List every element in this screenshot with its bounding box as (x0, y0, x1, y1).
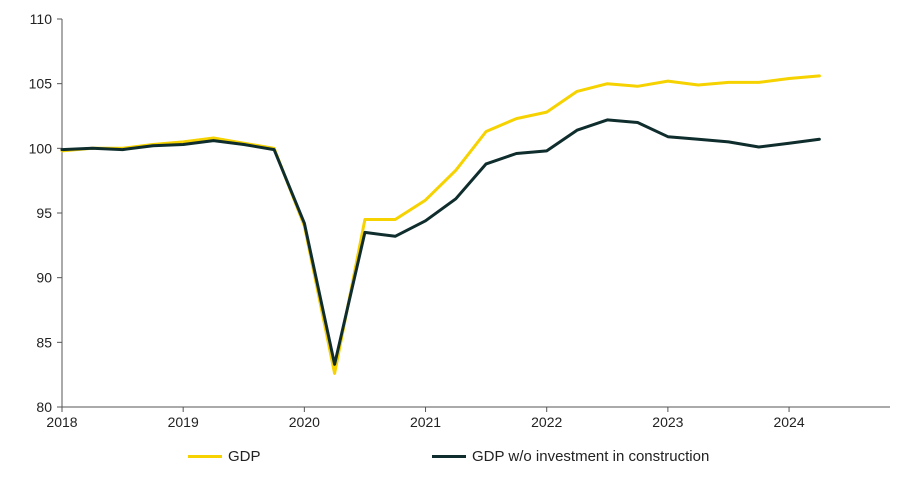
x-tick-label: 2019 (168, 414, 199, 430)
y-tick-label: 80 (36, 399, 52, 415)
legend-swatch-gdp-wo-construction (432, 455, 466, 458)
legend-swatch-gdp (188, 455, 222, 458)
legend-item-gdp: GDP (188, 448, 261, 465)
x-axis: 2018 2019 2020 2021 2022 2023 2024 (46, 406, 890, 430)
y-tick-label: 100 (29, 140, 53, 156)
legend: GDP GDP w/o investment in construction (0, 448, 902, 470)
legend-label-gdp: GDP (228, 448, 261, 465)
series-line-gdp-wo-construction (60, 118, 821, 366)
legend-item-gdp-wo-construction: GDP w/o investment in construction (432, 448, 709, 465)
x-tick-label: 2023 (652, 414, 683, 430)
x-tick-label: 2018 (46, 414, 77, 430)
y-axis: 80 85 90 95 100 105 110 (29, 11, 63, 415)
y-tick-label: 110 (30, 11, 53, 27)
series-line-gdp (60, 74, 821, 375)
y-tick-label: 105 (29, 76, 53, 92)
series-layer (60, 74, 821, 375)
x-tick-label: 2024 (773, 414, 804, 430)
y-tick-label: 90 (36, 270, 52, 286)
y-tick-label: 95 (36, 205, 52, 221)
x-tick-label: 2021 (410, 414, 441, 430)
y-tick-label: 85 (36, 334, 52, 350)
x-tick-label: 2020 (289, 414, 320, 430)
x-tick-label: 2022 (531, 414, 562, 430)
legend-label-gdp-wo-construction: GDP w/o investment in construction (472, 448, 710, 465)
